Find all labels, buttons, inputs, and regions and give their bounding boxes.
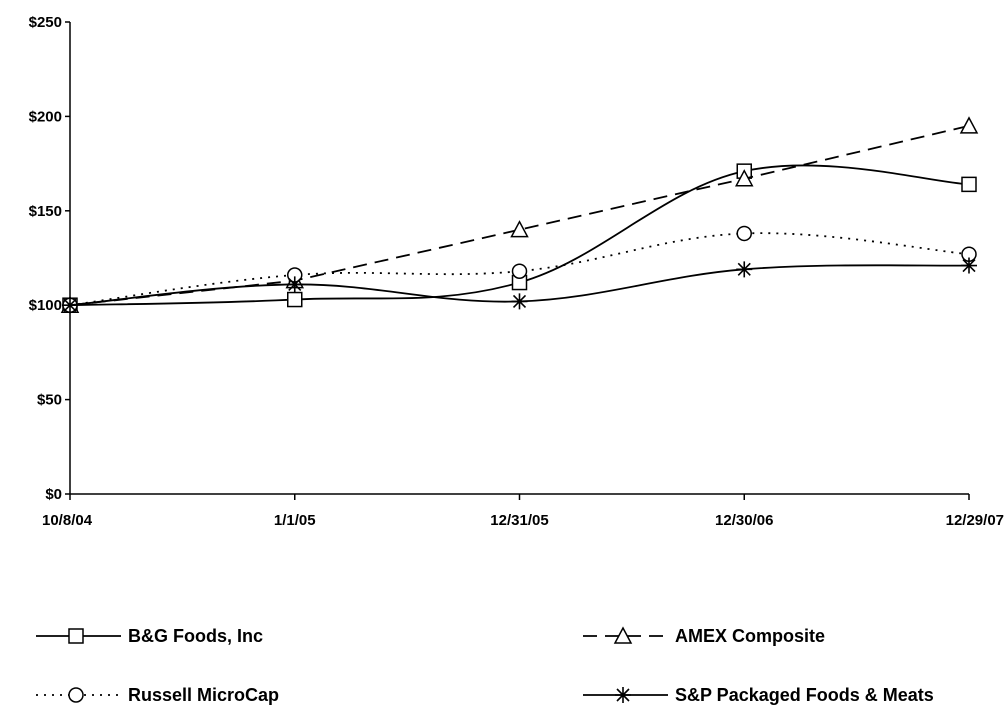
chart-series [60,116,979,314]
y-tick-label: $100 [29,297,62,314]
x-tick-label: 12/29/07 [946,512,1004,529]
y-tick-label: $150 [29,203,62,220]
x-tick-label: 12/30/06 [715,512,773,529]
data-point [736,261,753,278]
data-point [959,116,979,134]
data-point [511,263,528,279]
legend-label: B&G Foods, Inc [128,626,263,646]
data-point [286,276,303,293]
data-point [736,225,752,242]
data-point [510,220,529,238]
y-tick-label: $0 [45,486,62,503]
chart-legend: B&G Foods, Inc AMEX Composite Russell Micr… [36,626,934,705]
legend-label: AMEX Composite [675,626,825,646]
legend-item: S&P Packaged Foods & Meats [583,685,934,705]
legend-marker [615,687,631,703]
legend-label: S&P Packaged Foods & Meats [675,685,934,705]
data-point [511,293,528,310]
chart-axes: $0 $50 $100 $150 $200 $250 10/8/04 1/1/05 12/31/… [29,14,1004,529]
data-point [62,297,78,314]
y-tick-label: $50 [37,392,62,409]
legend-item: AMEX Composite [583,626,825,646]
x-tick-label: 12/31/05 [490,512,548,529]
legend-marker [68,687,84,703]
data-point [735,169,754,187]
data-point [287,291,303,308]
x-tick-label: 10/8/04 [42,512,93,529]
legend-marker [68,628,84,644]
y-tick-label: $200 [29,108,62,125]
series-3 [62,257,977,314]
y-tick-label: $250 [29,14,62,31]
legend-marker [613,626,633,644]
x-tick-label: 1/1/05 [274,512,316,529]
legend-item: B&G Foods, Inc [36,626,263,646]
legend-item: Russell MicroCap [36,685,279,705]
data-point [961,176,977,193]
data-point [961,257,977,274]
legend-label: Russell MicroCap [128,685,279,705]
